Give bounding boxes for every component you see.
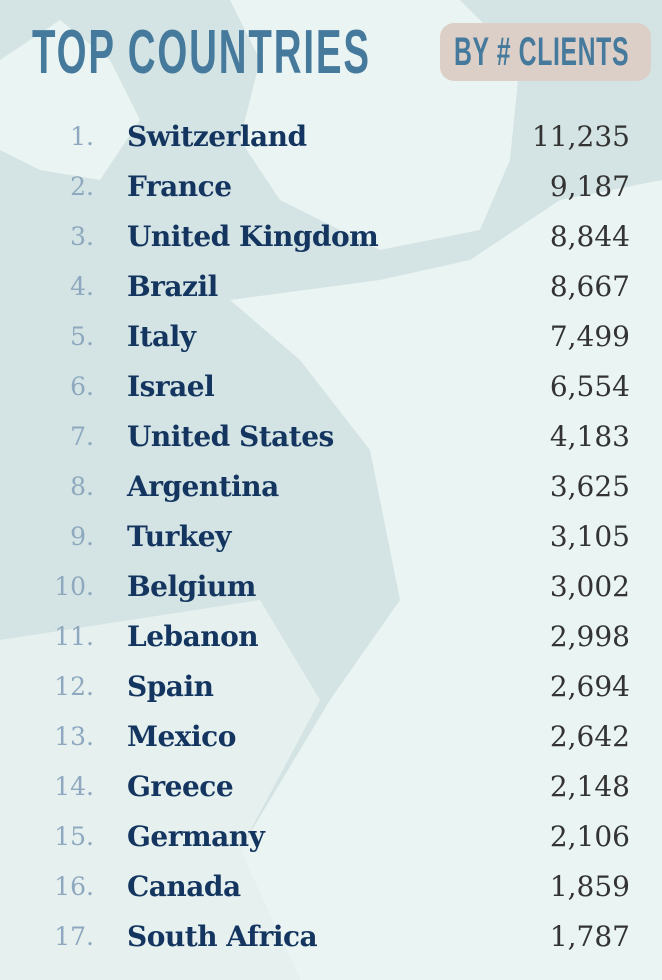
country-name: United States [127,420,334,453]
country-name: Germany [127,820,265,853]
country-name: Israel [127,370,215,403]
list-item: 4. Brazil 8,667 [0,262,662,312]
country-name: France [127,170,232,203]
client-count: 3,105 [549,520,630,553]
rank: 7. [70,422,94,451]
list-item: 14. Greece 2,148 [0,762,662,812]
client-count: 4,183 [549,420,630,453]
client-count: 3,002 [549,570,630,603]
country-name: Switzerland [127,120,307,153]
country-name: Argentina [127,470,279,503]
rank: 15. [54,822,94,851]
rank: 3. [70,222,94,251]
client-count: 2,694 [549,670,630,703]
country-name: Mexico [127,720,236,753]
page-title: TOP COUNTRIES [32,18,371,87]
rank: 4. [70,272,94,301]
list-item: 6. Israel 6,554 [0,362,662,412]
list-item: 3. United Kingdom 8,844 [0,212,662,262]
rank: 2. [70,172,94,201]
country-name: Lebanon [127,620,259,653]
client-count: 1,859 [549,870,630,903]
badge-label: BY # CLIENTS [454,30,630,74]
list-item: 7. United States 4,183 [0,412,662,462]
rank: 16. [54,872,94,901]
country-name: United Kingdom [127,220,379,253]
list-item: 16. Canada 1,859 [0,862,662,912]
rank: 1. [70,122,94,151]
list-item: 11. Lebanon 2,998 [0,612,662,662]
country-name: South Africa [127,920,318,953]
list-item: 10. Belgium 3,002 [0,562,662,612]
list-item: 15. Germany 2,106 [0,812,662,862]
client-count: 1,787 [549,920,630,953]
country-name: Canada [127,870,241,903]
client-count: 6,554 [549,370,630,403]
rank: 6. [70,372,94,401]
client-count: 3,625 [549,470,630,503]
rank: 8. [70,472,94,501]
country-name: Belgium [127,570,256,603]
list-item: 12. Spain 2,694 [0,662,662,712]
rank: 11. [54,622,94,651]
client-count: 8,844 [549,220,630,253]
rank: 13. [54,722,94,751]
rank: 9. [70,522,94,551]
client-count: 11,235 [532,120,630,153]
client-count: 8,667 [549,270,630,303]
country-name: Spain [127,670,214,703]
country-name: Greece [127,770,234,803]
client-count: 2,148 [549,770,630,803]
list-item: 1. Switzerland 11,235 [0,112,662,162]
sort-by-clients-badge[interactable]: BY # CLIENTS [440,23,651,81]
rank: 12. [54,672,94,701]
client-count: 2,106 [549,820,630,853]
country-name: Italy [127,320,196,353]
rank: 17. [54,922,94,951]
country-name: Turkey [127,520,231,553]
list-item: 17. South Africa 1,787 [0,912,662,962]
country-name: Brazil [127,270,218,303]
client-count: 7,499 [549,320,630,353]
client-count: 9,187 [549,170,630,203]
list-item: 9. Turkey 3,105 [0,512,662,562]
client-count: 2,998 [549,620,630,653]
rank: 10. [54,572,94,601]
rank: 5. [70,322,94,351]
rank: 14. [54,772,94,801]
list-item: 5. Italy 7,499 [0,312,662,362]
client-count: 2,642 [549,720,630,753]
list-item: 13. Mexico 2,642 [0,712,662,762]
list-item: 2. France 9,187 [0,162,662,212]
list-item: 8. Argentina 3,625 [0,462,662,512]
